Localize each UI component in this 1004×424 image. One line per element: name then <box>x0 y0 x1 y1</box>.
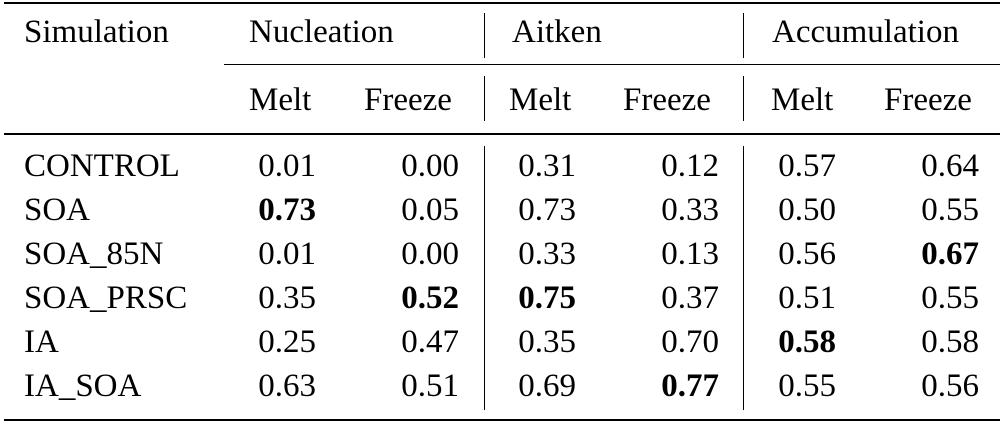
column-separator <box>743 146 744 410</box>
row-label: IA_SOA <box>24 368 142 404</box>
row-label: IA <box>24 324 59 360</box>
cell: 0.51 <box>401 368 459 404</box>
subheader-accumulation-freeze: Freeze <box>884 82 972 118</box>
column-separator <box>743 13 744 58</box>
cell: 0.75 <box>518 280 576 316</box>
column-separator <box>484 13 485 58</box>
cell: 0.56 <box>921 368 979 404</box>
cell: 0.69 <box>518 368 576 404</box>
cell: 0.47 <box>401 324 459 360</box>
cell: 0.00 <box>401 236 459 272</box>
cell: 0.70 <box>661 324 719 360</box>
column-separator <box>743 76 744 121</box>
cell: 0.01 <box>258 236 316 272</box>
cell: 0.35 <box>258 280 316 316</box>
header-nucleation: Nucleation <box>249 14 394 50</box>
row-label: CONTROL <box>24 148 180 184</box>
column-separator <box>484 76 485 121</box>
top-rule <box>4 2 1000 4</box>
cell: 0.67 <box>921 236 979 272</box>
cell: 0.25 <box>258 324 316 360</box>
cell: 0.33 <box>518 236 576 272</box>
cell: 0.51 <box>778 280 836 316</box>
header-rule <box>4 133 1000 135</box>
subheader-aitken-melt: Melt <box>509 82 572 118</box>
bottom-rule <box>4 419 1000 421</box>
row-label: SOA <box>24 192 91 228</box>
cell: 0.64 <box>921 148 979 184</box>
cell: 0.55 <box>921 280 979 316</box>
cell: 0.77 <box>661 368 719 404</box>
cell: 0.58 <box>921 324 979 360</box>
cell: 0.05 <box>401 192 459 228</box>
group-underline-rule <box>224 64 1000 65</box>
cell: 0.73 <box>258 192 316 228</box>
subheader-accumulation-melt: Melt <box>771 82 834 118</box>
subheader-nucleation-melt: Melt <box>249 82 312 118</box>
row-label: SOA_PRSC <box>24 280 188 316</box>
cell: 0.12 <box>661 148 719 184</box>
cell: 0.13 <box>661 236 719 272</box>
cell: 0.00 <box>401 148 459 184</box>
cell: 0.01 <box>258 148 316 184</box>
cell: 0.73 <box>518 192 576 228</box>
cell: 0.55 <box>778 368 836 404</box>
cell: 0.52 <box>401 280 459 316</box>
cell: 0.56 <box>778 236 836 272</box>
cell: 0.50 <box>778 192 836 228</box>
header-aitken: Aitken <box>512 14 602 50</box>
subheader-aitken-freeze: Freeze <box>623 82 711 118</box>
cell: 0.57 <box>778 148 836 184</box>
cell: 0.58 <box>778 324 836 360</box>
cell: 0.31 <box>518 148 576 184</box>
cell: 0.63 <box>258 368 316 404</box>
cell: 0.33 <box>661 192 719 228</box>
header-simulation: Simulation <box>24 14 169 50</box>
cell: 0.37 <box>661 280 719 316</box>
header-accumulation: Accumulation <box>772 14 959 50</box>
row-label: SOA_85N <box>24 236 164 272</box>
column-separator <box>484 146 485 410</box>
cell: 0.55 <box>921 192 979 228</box>
cell: 0.35 <box>518 324 576 360</box>
subheader-nucleation-freeze: Freeze <box>364 82 452 118</box>
